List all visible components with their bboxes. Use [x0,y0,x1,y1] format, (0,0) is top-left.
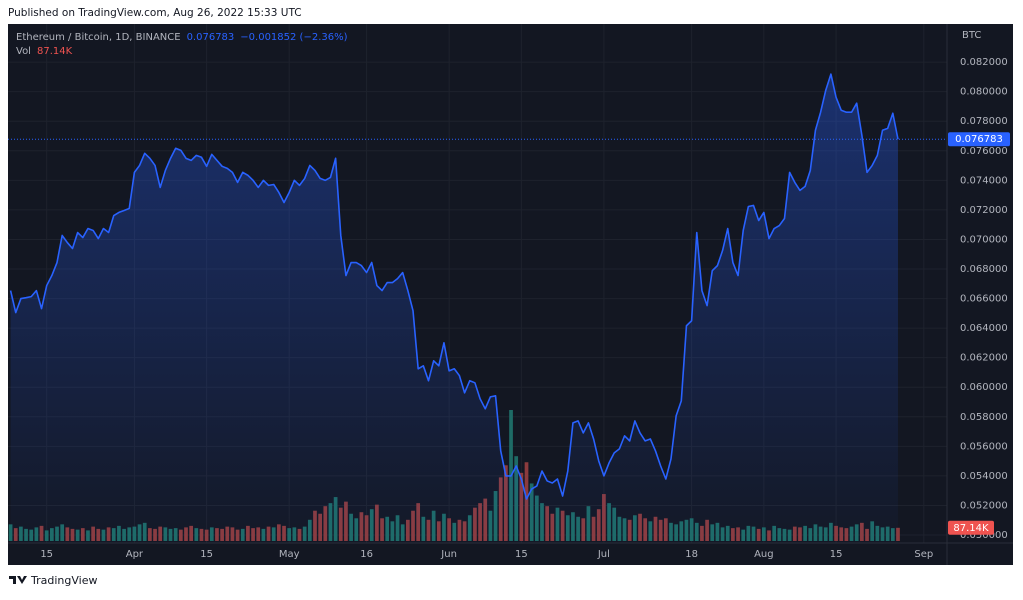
y-tick-label: 0.070000 [960,234,1008,245]
legend-value: 0.076783 [187,32,235,43]
brand-logo [9,576,27,584]
y-tick-label: 0.074000 [960,175,1008,186]
y-tick-label: 0.068000 [960,264,1008,275]
legend-volume-name: Vol [16,46,31,57]
x-tick-label: Aug [754,549,774,560]
price-area [10,74,898,543]
y-tick-label: 0.062000 [960,353,1008,364]
last-volume-box [948,520,994,535]
legend-volume-value: 87.14K [37,46,73,57]
y-tick-label: 0.072000 [960,205,1008,216]
y-tick-label: 0.080000 [960,87,1008,98]
y-tick-label: 0.066000 [960,294,1008,305]
legend-main: Ethereum / Bitcoin, 1D, BINANCE 0.076783−… [16,32,348,43]
y-unit: BTC [962,30,981,41]
x-tick-label: 15 [830,549,843,560]
last-price-box [948,132,1010,147]
legend-volume: Vol 87.14K [16,46,73,57]
x-tick-label: 15 [40,549,53,560]
last-price-label: 0.076783 [955,134,1003,145]
y-tick-label: 0.058000 [960,412,1008,423]
x-tick-label: Sep [914,549,933,560]
y-tick-label: 0.056000 [960,441,1008,452]
y-tick-label: 0.054000 [960,471,1008,482]
price-line [9,73,899,500]
y-tick-label: 0.052000 [960,500,1008,511]
brand-name: TradingView [30,574,97,587]
legend-change: −0.001852 (−2.36%) [240,32,347,43]
x-tick-label: Jun [440,549,457,560]
x-tick-label: Jul [597,549,610,560]
x-tick-label: Apr [126,549,144,560]
published-note: Published on TradingView.com, Aug 26, 20… [8,7,302,19]
x-tick-label: 15 [515,549,528,560]
y-tick-label: 0.078000 [960,116,1008,127]
legend-symbol: Ethereum / Bitcoin, 1D, BINANCE [16,32,181,43]
y-tick-label: 0.060000 [960,382,1008,393]
last-volume-label: 87.14K [953,523,989,534]
x-tick-label: May [279,549,300,560]
volume-bar [8,524,13,541]
x-tick-label: 15 [200,549,213,560]
y-tick-label: 0.050000 [960,530,1008,541]
y-tick-label: 0.082000 [960,57,1008,68]
x-tick-label: 16 [360,549,373,560]
y-tick-label: 0.064000 [960,323,1008,334]
y-tick-label: 0.076000 [960,146,1008,157]
x-tick-label: 18 [685,549,698,560]
